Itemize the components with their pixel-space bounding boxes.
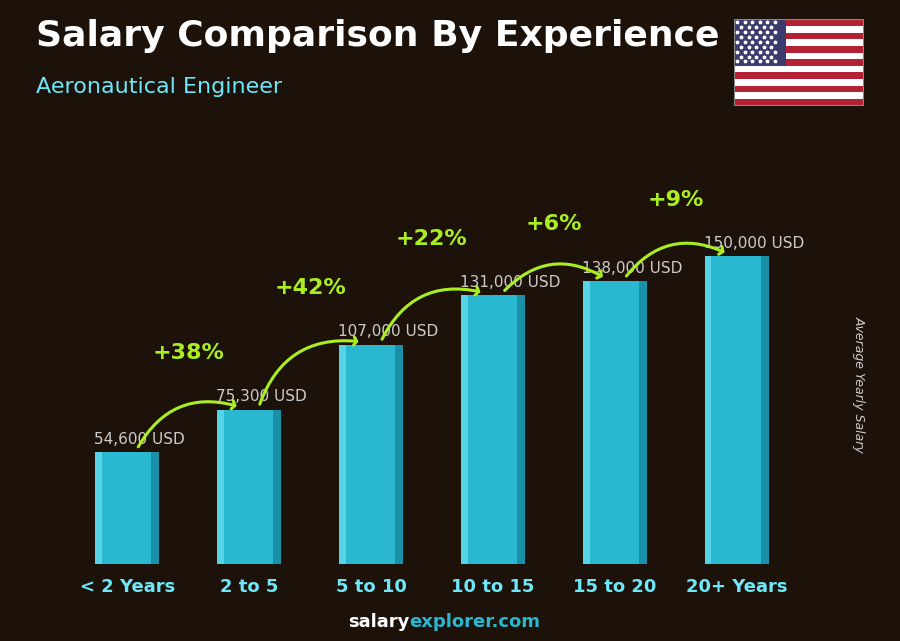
Bar	[734, 72, 864, 79]
Text: 131,000 USD: 131,000 USD	[460, 275, 561, 290]
Bar	[734, 33, 864, 39]
Bar	[218, 410, 224, 564]
Text: Aeronautical Engineer: Aeronautical Engineer	[36, 77, 282, 97]
Bar	[518, 296, 525, 564]
Bar	[395, 345, 402, 564]
Bar	[462, 296, 525, 564]
Bar	[462, 296, 468, 564]
Bar	[734, 19, 864, 26]
Bar	[583, 281, 646, 564]
Bar	[339, 345, 346, 564]
Bar	[95, 452, 102, 564]
Bar	[734, 99, 864, 106]
Bar	[734, 19, 786, 66]
Text: +6%: +6%	[526, 214, 582, 235]
Text: Average Yearly Salary: Average Yearly Salary	[853, 316, 866, 453]
Bar	[583, 281, 590, 564]
Text: salary: salary	[348, 613, 410, 631]
Text: 107,000 USD: 107,000 USD	[338, 324, 438, 339]
Text: 75,300 USD: 75,300 USD	[216, 389, 307, 404]
Bar	[734, 46, 864, 53]
Text: 138,000 USD: 138,000 USD	[582, 261, 682, 276]
Bar	[151, 452, 159, 564]
Bar	[734, 59, 864, 66]
Text: 150,000 USD: 150,000 USD	[704, 236, 805, 251]
Bar	[760, 256, 769, 564]
Bar	[705, 256, 769, 564]
Bar	[734, 86, 864, 92]
Bar	[705, 256, 712, 564]
Text: Salary Comparison By Experience: Salary Comparison By Experience	[36, 19, 719, 53]
Text: +38%: +38%	[152, 343, 224, 363]
Text: +9%: +9%	[648, 190, 704, 210]
Text: explorer.com: explorer.com	[410, 613, 541, 631]
Bar	[274, 410, 281, 564]
Bar	[639, 281, 646, 564]
Text: +42%: +42%	[274, 278, 346, 298]
Bar	[339, 345, 402, 564]
Bar	[218, 410, 281, 564]
Text: +22%: +22%	[396, 229, 468, 249]
Text: 54,600 USD: 54,600 USD	[94, 431, 185, 447]
Bar	[95, 452, 159, 564]
